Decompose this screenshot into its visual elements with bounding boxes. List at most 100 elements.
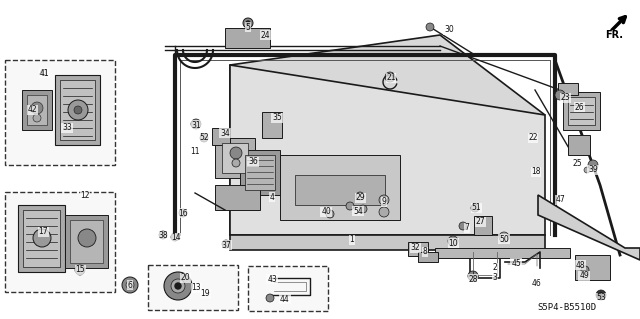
Polygon shape <box>215 185 260 210</box>
Circle shape <box>33 114 41 122</box>
Circle shape <box>33 229 51 247</box>
Circle shape <box>246 21 250 25</box>
Text: 40: 40 <box>321 207 331 217</box>
Text: 8: 8 <box>422 248 428 256</box>
Text: 53: 53 <box>596 293 606 302</box>
Circle shape <box>222 240 230 248</box>
Circle shape <box>164 272 192 300</box>
Bar <box>148 265 238 310</box>
Text: 10: 10 <box>448 239 458 248</box>
Circle shape <box>126 281 134 289</box>
Circle shape <box>471 204 479 212</box>
Text: 13: 13 <box>191 284 201 293</box>
Polygon shape <box>225 28 270 48</box>
Polygon shape <box>558 83 578 95</box>
Polygon shape <box>215 138 255 178</box>
Polygon shape <box>563 92 600 130</box>
Polygon shape <box>230 35 545 145</box>
Circle shape <box>385 72 395 82</box>
Polygon shape <box>262 112 282 138</box>
Polygon shape <box>222 143 248 173</box>
Polygon shape <box>27 95 47 125</box>
Text: 33: 33 <box>62 123 72 132</box>
Text: 34: 34 <box>220 129 230 137</box>
Text: 1: 1 <box>349 235 355 244</box>
Polygon shape <box>245 155 275 190</box>
Polygon shape <box>18 205 65 272</box>
Circle shape <box>122 277 138 293</box>
Text: 41: 41 <box>39 69 49 78</box>
Circle shape <box>468 271 478 281</box>
Text: 44: 44 <box>280 294 290 303</box>
Polygon shape <box>418 252 438 262</box>
Text: 38: 38 <box>158 232 168 241</box>
Text: 48: 48 <box>575 261 585 270</box>
Text: 49: 49 <box>579 271 589 280</box>
Circle shape <box>379 207 389 217</box>
Text: 15: 15 <box>75 265 85 275</box>
Text: 26: 26 <box>574 102 584 112</box>
Text: 36: 36 <box>248 158 258 167</box>
Circle shape <box>243 18 253 28</box>
Text: 28: 28 <box>468 275 477 284</box>
Polygon shape <box>70 220 103 263</box>
Bar <box>5 192 115 292</box>
Circle shape <box>230 147 242 159</box>
Text: 29: 29 <box>355 194 365 203</box>
Text: 30: 30 <box>444 26 454 34</box>
Text: 22: 22 <box>528 133 538 143</box>
Text: 23: 23 <box>560 93 570 102</box>
Text: 27: 27 <box>475 218 485 226</box>
Text: 16: 16 <box>178 209 188 218</box>
Text: 2: 2 <box>493 263 497 272</box>
Polygon shape <box>575 255 610 280</box>
Text: 37: 37 <box>221 241 231 249</box>
Circle shape <box>159 231 167 239</box>
Circle shape <box>171 233 179 241</box>
Polygon shape <box>408 242 428 256</box>
Circle shape <box>459 222 467 230</box>
Text: 12: 12 <box>80 190 90 199</box>
Circle shape <box>588 160 598 170</box>
Polygon shape <box>22 90 52 130</box>
Polygon shape <box>65 215 108 268</box>
Circle shape <box>191 119 201 129</box>
Circle shape <box>179 209 187 217</box>
Circle shape <box>499 232 509 242</box>
Circle shape <box>75 265 85 275</box>
Polygon shape <box>295 175 385 205</box>
Circle shape <box>78 229 96 247</box>
Polygon shape <box>230 65 330 235</box>
Text: 21: 21 <box>387 73 396 83</box>
Circle shape <box>448 236 458 246</box>
Text: 4: 4 <box>269 192 275 202</box>
Polygon shape <box>23 210 60 267</box>
Polygon shape <box>212 128 230 145</box>
Text: 25: 25 <box>572 159 582 167</box>
Text: 42: 42 <box>27 106 37 115</box>
Circle shape <box>31 102 43 114</box>
Text: 32: 32 <box>410 243 420 253</box>
Bar <box>248 266 328 311</box>
Text: 47: 47 <box>556 196 566 204</box>
Circle shape <box>584 167 590 173</box>
Text: 14: 14 <box>171 234 181 242</box>
Circle shape <box>596 290 606 300</box>
Text: FR.: FR. <box>605 30 623 40</box>
Text: 9: 9 <box>381 197 387 206</box>
Text: 41: 41 <box>39 69 49 78</box>
Circle shape <box>555 90 565 100</box>
Circle shape <box>326 210 334 218</box>
Polygon shape <box>474 216 492 235</box>
Text: 45: 45 <box>511 258 521 268</box>
Text: 3: 3 <box>493 273 497 283</box>
Polygon shape <box>568 135 590 155</box>
Text: 7: 7 <box>465 224 469 233</box>
Circle shape <box>356 192 364 200</box>
Circle shape <box>74 106 82 114</box>
Text: 51: 51 <box>471 204 481 212</box>
Circle shape <box>581 266 589 274</box>
Text: 19: 19 <box>200 290 210 299</box>
Polygon shape <box>568 97 595 125</box>
Text: 52: 52 <box>199 133 209 143</box>
